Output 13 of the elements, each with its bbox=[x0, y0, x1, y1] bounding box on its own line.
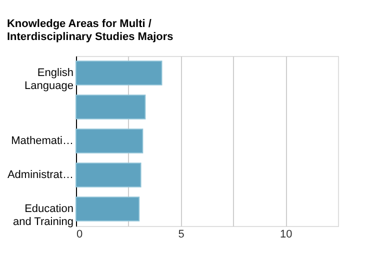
y-tick-label: Administrat… bbox=[7, 169, 74, 181]
x-tick-label: 0 bbox=[76, 228, 83, 240]
bar bbox=[76, 60, 162, 86]
bar bbox=[76, 94, 146, 120]
x-tick-label: 5 bbox=[178, 228, 184, 240]
chart-title: Knowledge Areas for Multi / Interdisciplinary Studies Majors bbox=[6, 18, 174, 43]
bar bbox=[76, 196, 140, 222]
y-tick-label: English Language bbox=[24, 67, 74, 92]
x-tick-label: 10 bbox=[280, 228, 292, 240]
bar bbox=[76, 128, 144, 154]
bar bbox=[76, 162, 142, 188]
y-tick-label: Mathemati… bbox=[11, 135, 74, 147]
y-tick-label: Education and Training bbox=[12, 203, 74, 228]
